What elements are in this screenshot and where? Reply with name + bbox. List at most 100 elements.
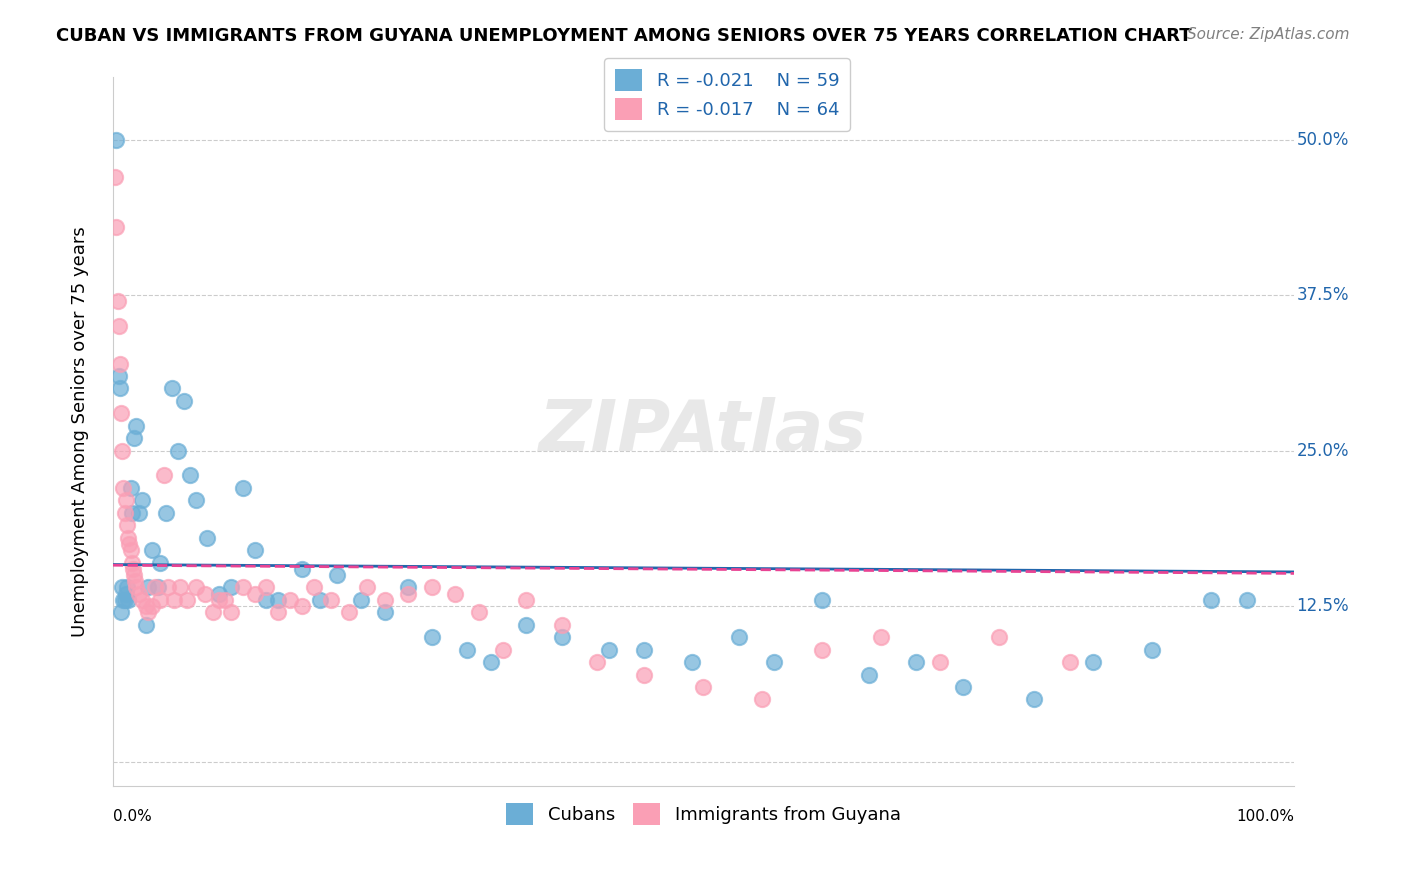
Point bbox=[208, 593, 231, 607]
Point bbox=[163, 593, 186, 607]
Point bbox=[396, 587, 419, 601]
Point bbox=[141, 599, 163, 613]
Point bbox=[136, 605, 159, 619]
Point bbox=[444, 587, 467, 601]
Point bbox=[267, 605, 290, 619]
Point bbox=[115, 493, 138, 508]
Point bbox=[114, 506, 136, 520]
Point bbox=[115, 587, 138, 601]
Point bbox=[194, 587, 217, 601]
Point bbox=[219, 605, 242, 619]
Point bbox=[152, 468, 174, 483]
Point bbox=[515, 617, 537, 632]
Point bbox=[104, 169, 127, 184]
Point bbox=[108, 357, 131, 371]
Text: Source: ZipAtlas.com: Source: ZipAtlas.com bbox=[1187, 27, 1350, 42]
Text: 25.0%: 25.0% bbox=[1296, 442, 1348, 459]
Point bbox=[114, 593, 136, 607]
Point bbox=[291, 562, 314, 576]
Point bbox=[350, 593, 373, 607]
Point bbox=[110, 406, 132, 420]
Point bbox=[149, 593, 172, 607]
Point bbox=[111, 581, 134, 595]
Point bbox=[107, 369, 129, 384]
Point bbox=[184, 581, 207, 595]
Y-axis label: Unemployment Among Seniors over 75 years: Unemployment Among Seniors over 75 years bbox=[72, 227, 89, 638]
Point bbox=[131, 593, 153, 607]
Point bbox=[146, 581, 169, 595]
Point bbox=[373, 605, 395, 619]
Point bbox=[456, 642, 478, 657]
Point bbox=[810, 642, 832, 657]
Point bbox=[420, 630, 443, 644]
Point bbox=[125, 418, 148, 433]
Point bbox=[135, 599, 157, 613]
Point bbox=[869, 630, 891, 644]
Point bbox=[128, 506, 150, 520]
Point bbox=[254, 593, 277, 607]
Text: 37.5%: 37.5% bbox=[1296, 286, 1348, 304]
Point bbox=[166, 443, 188, 458]
Point bbox=[291, 599, 314, 613]
Point bbox=[195, 531, 218, 545]
Point bbox=[117, 531, 139, 545]
Point bbox=[145, 581, 167, 595]
Point bbox=[243, 543, 266, 558]
Point bbox=[308, 593, 330, 607]
Point bbox=[928, 655, 950, 669]
Point bbox=[692, 680, 714, 694]
Point bbox=[1024, 692, 1046, 706]
Point bbox=[121, 506, 143, 520]
Point bbox=[202, 605, 225, 619]
Point bbox=[110, 605, 132, 619]
Point bbox=[479, 655, 502, 669]
Point bbox=[681, 655, 703, 669]
Point bbox=[136, 581, 159, 595]
Point bbox=[952, 680, 974, 694]
Point bbox=[208, 587, 231, 601]
Point bbox=[396, 581, 419, 595]
Point bbox=[987, 630, 1010, 644]
Point bbox=[105, 133, 128, 147]
Point bbox=[254, 581, 277, 595]
Point bbox=[141, 543, 163, 558]
Point bbox=[420, 581, 443, 595]
Point bbox=[468, 605, 491, 619]
Point bbox=[633, 667, 655, 681]
Point bbox=[115, 518, 138, 533]
Point bbox=[108, 381, 131, 395]
Point bbox=[763, 655, 786, 669]
Point bbox=[115, 581, 138, 595]
Point bbox=[598, 642, 620, 657]
Point bbox=[160, 381, 183, 395]
Point bbox=[1083, 655, 1105, 669]
Point bbox=[356, 581, 378, 595]
Point bbox=[173, 393, 195, 408]
Point bbox=[810, 593, 832, 607]
Point bbox=[373, 593, 395, 607]
Point bbox=[122, 431, 145, 445]
Point bbox=[751, 692, 773, 706]
Point bbox=[278, 593, 301, 607]
Point bbox=[515, 593, 537, 607]
Point bbox=[124, 574, 146, 589]
Point bbox=[120, 543, 142, 558]
Point bbox=[176, 593, 198, 607]
Point bbox=[550, 617, 572, 632]
Point bbox=[232, 581, 254, 595]
Point bbox=[107, 294, 129, 309]
Point bbox=[179, 468, 201, 483]
Point bbox=[214, 593, 236, 607]
Point bbox=[232, 481, 254, 495]
Point bbox=[149, 556, 172, 570]
Point bbox=[155, 506, 177, 520]
Point bbox=[491, 642, 513, 657]
Point bbox=[125, 581, 148, 595]
Point bbox=[633, 642, 655, 657]
Point bbox=[105, 219, 128, 234]
Text: CUBAN VS IMMIGRANTS FROM GUYANA UNEMPLOYMENT AMONG SENIORS OVER 75 YEARS CORRELA: CUBAN VS IMMIGRANTS FROM GUYANA UNEMPLOY… bbox=[56, 27, 1192, 45]
Point bbox=[135, 617, 157, 632]
Point bbox=[122, 568, 145, 582]
Point bbox=[1142, 642, 1164, 657]
Point bbox=[184, 493, 207, 508]
